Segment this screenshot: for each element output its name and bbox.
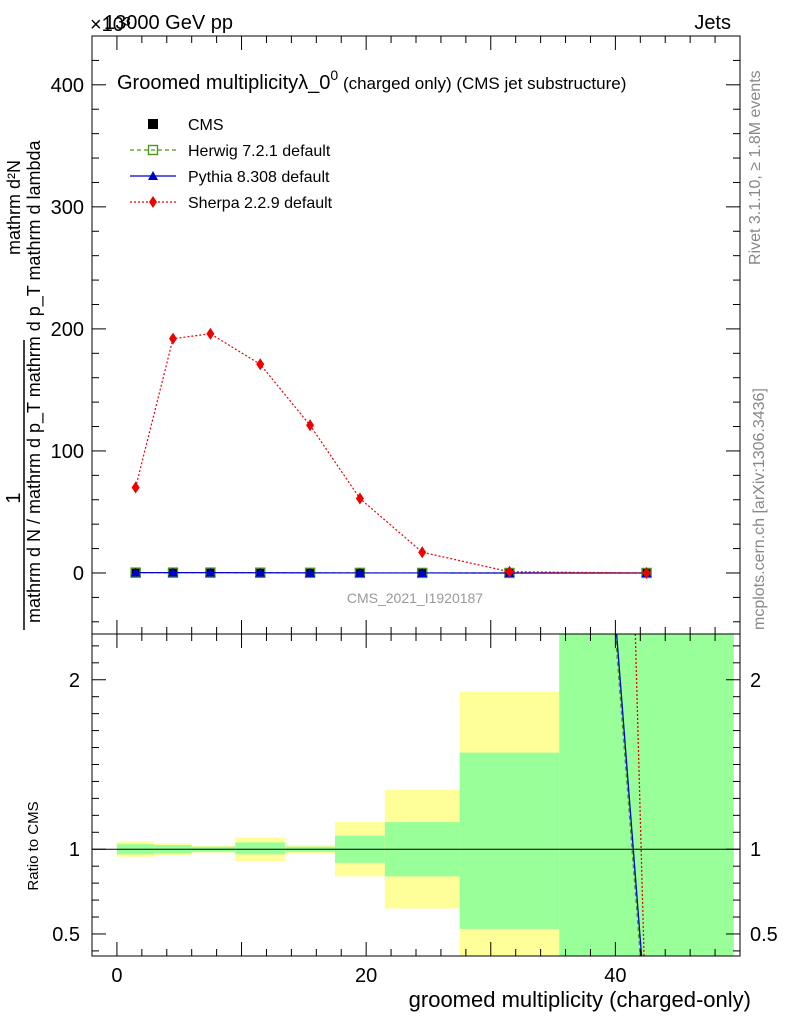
ratio-ytick-label-1: 1	[69, 839, 80, 861]
ratio-ytick-label-0: 0.5	[52, 924, 80, 946]
point-s2-4	[305, 567, 316, 577]
ratio-ytick-label-right-0: 0.5	[750, 924, 778, 946]
ratio-ytick-label-right-1: 1	[750, 839, 761, 861]
x-tick-label-1: 20	[355, 965, 377, 987]
ratio-ylabel: Ratio to CMS	[25, 801, 42, 890]
legend-marker-3	[149, 196, 157, 208]
main-panel: 0 100 200 300 400	[51, 35, 741, 635]
x-axis-label: groomed multiplicity (charged-only)	[409, 987, 751, 1012]
point-s2-5	[354, 567, 365, 577]
ratio-band-inner-3	[235, 842, 286, 855]
ratio-ytick-label-2: 2	[69, 670, 80, 692]
analysis-watermark: CMS_2021_I1920187	[347, 590, 483, 606]
ratio-line-1	[615, 633, 643, 957]
mcplots-label: mcplots.cern.ch [arXiv:1306.3436]	[751, 388, 768, 630]
legend: CMS Herwig 7.2.1 default Pythia 8.308 defa…	[130, 117, 333, 212]
main-ytick-label-4: 400	[51, 75, 84, 97]
legend-label-2: Pythia 8.308 default	[188, 169, 330, 186]
ylabel-numerator: mathrm d²N	[4, 160, 24, 255]
ratio-band-inner-7	[459, 752, 560, 929]
x-tick-label-0: 0	[111, 965, 122, 987]
main-ytick-label-2: 200	[51, 319, 84, 341]
plot-title: Groomed multiplicityλ_00 (charged only) …	[117, 67, 626, 94]
ratio-band-inner-8	[559, 634, 734, 956]
plot-title-sup: 0	[330, 67, 338, 83]
point-s2-3	[255, 567, 266, 577]
plot-title-main: Groomed multiplicityλ_0	[117, 72, 330, 94]
point-s3-5	[355, 492, 364, 505]
ratio-line-0	[614, 633, 641, 957]
point-s3-0	[131, 481, 140, 494]
point-s3-2	[206, 327, 215, 340]
point-s3-3	[256, 358, 265, 371]
point-s3-4	[306, 419, 315, 432]
x-tick-label-2: 40	[604, 965, 626, 987]
ratio-ytick-label-right-2: 2	[750, 670, 761, 692]
point-s3-1	[169, 332, 177, 345]
point-s2-6	[417, 567, 428, 577]
point-s3-8	[642, 566, 651, 579]
ratio-panel: 0 20 40 0.5 0.5 1 1 2 2	[52, 633, 778, 987]
main-ytick-label-0: 0	[73, 563, 84, 585]
point-s2-0	[130, 567, 141, 577]
legend-label-3: Sherpa 2.2.9 default	[188, 195, 333, 212]
ratio-line-2	[634, 633, 645, 957]
rivet-label: Rivet 3.1.10, ≥ 1.8M events	[747, 70, 764, 265]
main-ylabel: 1 mathrm d N / mathrm d p_T mathrm d p_T…	[3, 140, 45, 630]
ylabel-numerator-one: 1	[3, 492, 25, 503]
header-energy: 13000 GeV pp	[104, 12, 233, 34]
point-s2-2	[205, 567, 216, 577]
main-ytick-label-1: 100	[51, 441, 84, 463]
header-jets: Jets	[694, 12, 731, 34]
legend-marker-0	[148, 119, 158, 129]
series-line-3	[135, 333, 647, 574]
ylabel-denominator: mathrm d N / mathrm d p_T mathrm d p_T m…	[24, 140, 45, 623]
legend-marker-1	[147, 144, 159, 156]
point-s2-1	[168, 567, 178, 577]
exponent-label: ×10³	[90, 14, 131, 36]
legend-label-0: CMS	[188, 117, 224, 134]
main-ytick-label-3: 300	[51, 197, 84, 219]
legend-marker-2	[148, 171, 158, 180]
point-s3-7	[505, 565, 514, 578]
legend-label-1: Herwig 7.2.1 default	[188, 143, 331, 160]
plot-title-tail: (charged only) (CMS jet substructure)	[338, 74, 626, 93]
point-s3-6	[418, 546, 427, 559]
